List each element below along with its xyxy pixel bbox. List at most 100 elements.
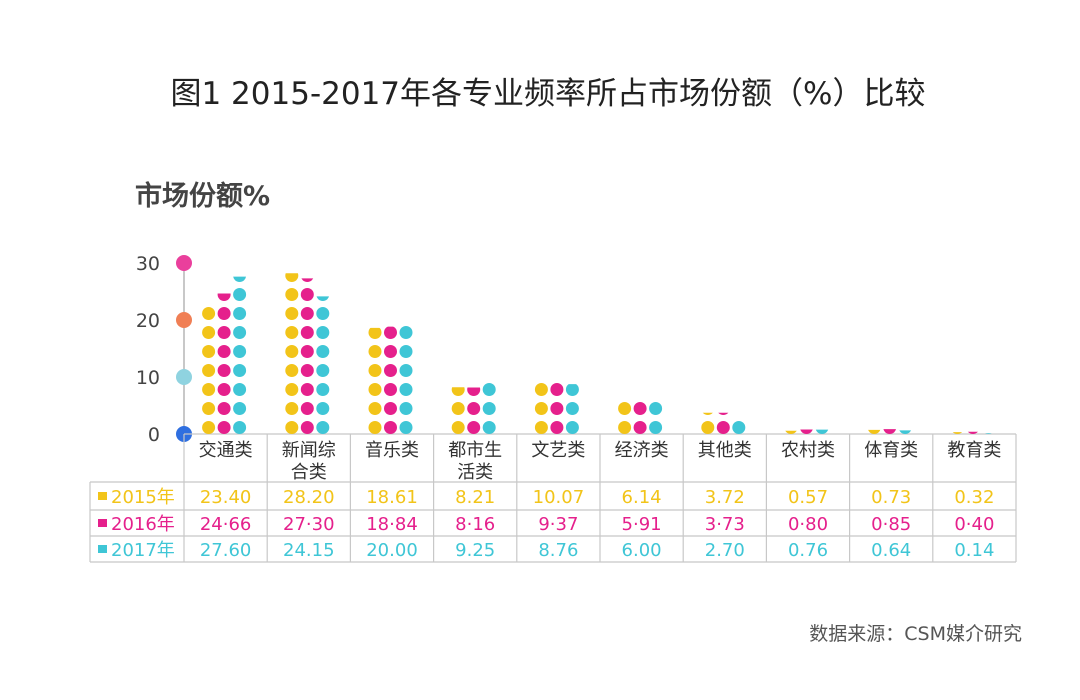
legend-swatch-0 — [98, 492, 107, 500]
bar-dot — [233, 326, 247, 339]
value-label: 9·37 — [538, 514, 578, 535]
bar-dot — [285, 421, 299, 434]
bar-1-9 — [967, 431, 978, 434]
bar-dot — [285, 288, 299, 301]
value-label: 23.40 — [200, 487, 252, 508]
bar-dot — [217, 421, 231, 434]
value-label: 6.00 — [622, 540, 662, 561]
bar-dot — [233, 402, 247, 415]
bar-dot — [300, 326, 314, 339]
category-label: 教育类 — [947, 440, 1001, 461]
bar-dot — [399, 383, 413, 396]
bar-dot-partial — [217, 293, 231, 301]
y-tick-label-30: 30 — [136, 253, 160, 275]
bar-dot-partial — [618, 402, 632, 415]
bar-0-6 — [701, 412, 715, 434]
bar-0-9 — [952, 432, 962, 434]
chart-title: 图1 2015-2017年各专业频率所占市场份额（%）比较 — [170, 76, 925, 112]
bar-1-3 — [467, 387, 481, 434]
value-label: 18.61 — [366, 487, 418, 508]
bar-1-5 — [633, 402, 647, 434]
bar-dot-partial — [952, 432, 962, 434]
bar-0-3 — [451, 387, 465, 434]
bar-2-6 — [732, 421, 746, 434]
bar-dot — [316, 326, 330, 339]
bar-dot — [368, 364, 382, 377]
bar-0-5 — [618, 402, 632, 434]
bar-0-2 — [368, 327, 382, 434]
bar-dot — [384, 364, 397, 377]
value-label: 0·85 — [871, 514, 911, 535]
bar-dot — [649, 421, 663, 434]
bar-dot — [300, 345, 314, 358]
bar-dot — [451, 402, 465, 415]
bar-2-7 — [815, 429, 829, 434]
bar-dot — [467, 402, 481, 415]
bar-dot — [384, 383, 397, 396]
bar-dot — [285, 307, 299, 320]
category-label: 都市生活类 — [448, 440, 502, 483]
bar-2-3 — [482, 383, 496, 434]
bar-dot — [534, 402, 548, 415]
bar-dot-partial — [868, 429, 881, 434]
bar-dot — [202, 307, 216, 320]
data-table: 交通类 新闻综合类 音乐类 都市生活类 文艺类 经济类 其他类 农村类 体育类 教育类 2015年 2… — [89, 434, 1017, 563]
y-tick-marker-20 — [176, 312, 192, 328]
bar-1-1 — [300, 278, 314, 434]
bar-dot — [285, 326, 299, 339]
bar-dot — [565, 402, 579, 415]
bar-dot — [399, 364, 413, 377]
category-label: 体育类 — [864, 440, 918, 461]
bar-dot — [399, 421, 413, 434]
bar-dot — [550, 421, 564, 434]
value-label: 24·66 — [200, 514, 252, 535]
bar-dot-partial — [301, 278, 314, 282]
bar-1-2 — [384, 326, 397, 434]
bar-dot — [217, 383, 231, 396]
data-source-note: 数据来源：CSM媒介研究 — [809, 623, 1022, 645]
bar-0-4 — [534, 383, 548, 434]
bar-dot — [451, 421, 465, 434]
value-label: 0.73 — [871, 487, 911, 508]
bar-dot-partial — [316, 296, 330, 301]
bar-dot-partial — [550, 383, 564, 396]
dotted-bars — [202, 273, 992, 434]
bar-dot-partial — [368, 327, 382, 339]
bar-1-4 — [550, 383, 564, 434]
value-label: 8·16 — [455, 514, 495, 535]
bar-dot — [399, 345, 413, 358]
y-axis: 0 10 20 30 — [136, 253, 1016, 446]
bar-dot-partial — [800, 429, 813, 434]
bar-dot-partial — [233, 276, 246, 282]
bar-1-7 — [800, 429, 813, 434]
legend-label-1: 2016年 — [111, 514, 175, 535]
bar-dot — [300, 383, 314, 396]
bar-dot — [482, 421, 496, 434]
bar-dot — [368, 345, 382, 358]
bar-dot-partial — [985, 433, 992, 434]
value-label: 0·40 — [954, 514, 994, 535]
value-label: 2.70 — [705, 540, 745, 561]
bar-dot — [716, 421, 730, 434]
bar-dot-partial — [732, 421, 746, 434]
bar-dot — [217, 307, 231, 320]
bar-dot — [701, 421, 715, 434]
value-label: 8.21 — [455, 487, 495, 508]
bar-0-0 — [202, 307, 216, 434]
bar-dot — [217, 345, 231, 358]
bar-dot-partial — [702, 412, 713, 415]
bar-dot — [550, 402, 564, 415]
value-label: 0.76 — [788, 540, 828, 561]
bar-dot — [233, 421, 247, 434]
bar-dot — [202, 402, 216, 415]
bar-2-4 — [565, 384, 579, 434]
value-label: 0·80 — [788, 514, 828, 535]
bar-dot — [202, 421, 216, 434]
y-tick-label-10: 10 — [136, 367, 160, 389]
value-label: 9.25 — [455, 540, 495, 561]
value-label: 24.15 — [283, 540, 335, 561]
value-label: 27·30 — [283, 514, 335, 535]
bar-dot-partial — [967, 431, 978, 434]
value-label: 20.00 — [366, 540, 418, 561]
bar-dot — [316, 421, 330, 434]
